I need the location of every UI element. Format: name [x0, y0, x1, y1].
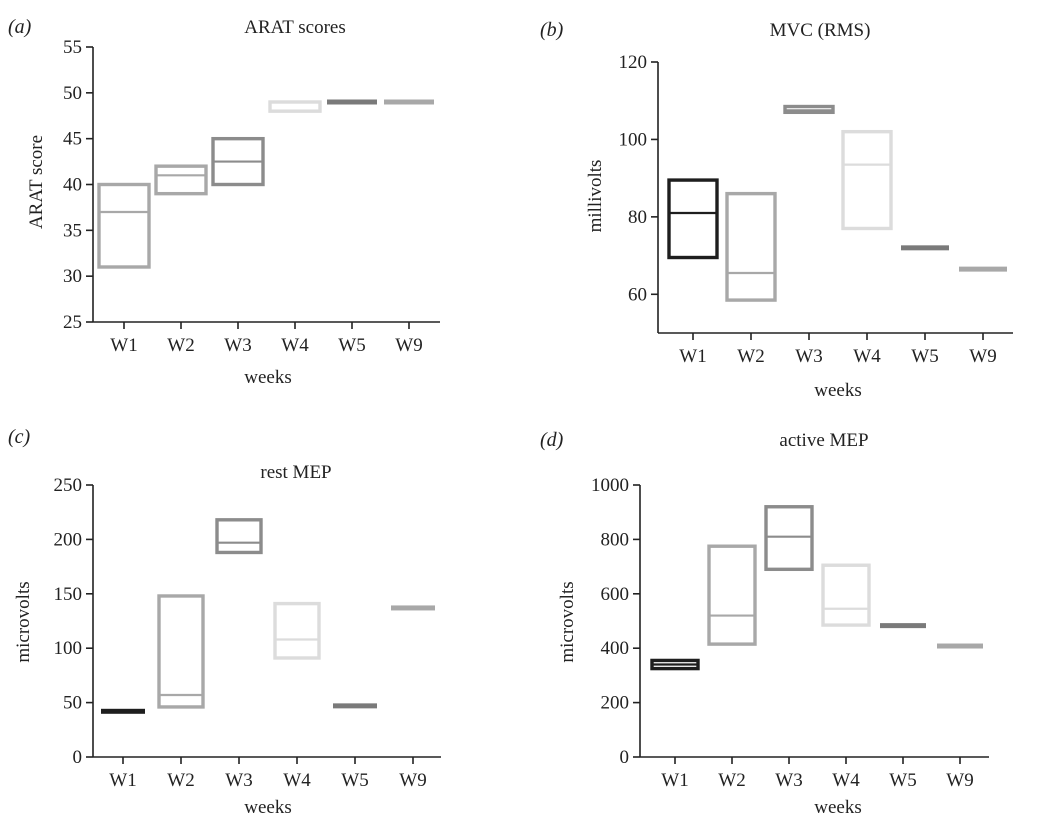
panel-d-y-axis-label: microvolts	[557, 581, 578, 662]
panel-a-y-tick-label: 25	[63, 312, 82, 333]
panel-d-y-tick-label: 600	[601, 584, 630, 605]
panel-d-x-tick-label: W9	[946, 770, 973, 791]
panel-b-x-tick-label: W5	[911, 346, 938, 367]
panel-d-x-tick-label: W5	[889, 770, 916, 791]
panel-b-y-tick-label: 100	[619, 129, 648, 150]
panel-b-box-w5	[901, 245, 949, 251]
panel-d-box-w9	[937, 643, 983, 649]
panel-a-box-w2	[154, 164, 208, 196]
panel-a-x-tick-label: W1	[110, 335, 137, 356]
panel-d-x-tick-label: W2	[718, 770, 745, 791]
panel-c-y-tick-label: 200	[54, 529, 83, 550]
panel-d-box-w5	[880, 623, 926, 629]
panel-a-x-tick-label: W3	[224, 335, 251, 356]
panel-a-x-tick-label: W2	[167, 335, 194, 356]
panel-a-box-w4	[268, 100, 322, 113]
panel-c-x-axis-label: weeks	[244, 797, 291, 817]
panel-a-y-axis-label: ARAT score	[26, 135, 47, 229]
panel-c-box-w2	[157, 594, 205, 709]
panel-a-box-w5	[327, 99, 377, 105]
panel-c-x-tick-label: W5	[341, 770, 368, 791]
panel-a-y-tick-label: 40	[63, 175, 82, 196]
panel-d-y-tick-label: 0	[620, 747, 630, 768]
panel-c-x-tick-label: W1	[109, 770, 136, 791]
panel-b-x-tick-label: W3	[795, 346, 822, 367]
panel-a-title: ARAT scores	[244, 17, 346, 38]
panel-a-plot-area: 25 30 35 40 45 50 55 W1 W2 W3 W4 W5 W9	[63, 37, 440, 356]
panel-a-y-tick-label: 30	[63, 266, 82, 287]
panel-a-y-tick-label: 45	[63, 129, 82, 150]
panel-d-x-tick-label: W4	[832, 770, 860, 791]
panel-c-y-tick-label: 250	[54, 475, 83, 496]
panel-b-y-tick-label: 120	[619, 52, 648, 73]
panel-d-box-w4	[821, 563, 871, 627]
panel-c-x-tick-label: W3	[225, 770, 252, 791]
panel-d-x-tick-label: W1	[661, 770, 688, 791]
panel-d-box-w3	[764, 505, 814, 572]
panel-a-y-tick-label: 35	[63, 220, 82, 241]
panel-c: (c) rest MEP microvolts weeks 0 50 100 150 2…	[8, 426, 441, 817]
panel-d-plot-area: 0 200 400 600 800 1000 W1 W2 W3 W4 W5 W9	[591, 475, 989, 791]
panel-d-title: active MEP	[779, 430, 868, 451]
panel-b-plot-area: 60 80 100 120 W1 W2 W3 W4 W5 W9	[619, 52, 1013, 367]
panel-d-box-w2	[707, 544, 757, 646]
panel-b-box-w4	[841, 129, 893, 231]
panel-d-y-tick-label: 800	[601, 529, 630, 550]
panel-b-y-tick-label: 60	[628, 284, 647, 305]
panel-b-x-tick-label: W2	[737, 346, 764, 367]
panel-b-x-tick-label: W4	[853, 346, 881, 367]
panel-b-box-w9	[959, 266, 1007, 272]
panel-a-x-tick-label: W4	[281, 335, 309, 356]
panel-a-x-tick-label: W5	[338, 335, 365, 356]
panel-b-title: MVC (RMS)	[770, 20, 871, 41]
panel-letter-a: (a)	[8, 16, 32, 38]
panel-letter-d: (d)	[540, 429, 564, 451]
panel-c-y-tick-label: 150	[54, 584, 83, 605]
panel-c-plot-area: 0 50 100 150 200 250 W1 W2 W3 W4 W5 W9	[54, 475, 441, 791]
panel-b-x-tick-label: W1	[679, 346, 706, 367]
panel-c-x-tick-label: W2	[167, 770, 194, 791]
panel-c-y-tick-label: 50	[63, 693, 82, 714]
panel-a-box-w9	[384, 99, 434, 105]
panel-a-y-tick-label: 50	[63, 83, 82, 104]
panel-d-y-tick-label: 400	[601, 638, 630, 659]
panel-a-y-tick-label: 55	[63, 37, 82, 58]
panel-a-x-axis-label: weeks	[244, 367, 291, 388]
panel-b-x-axis-label: weeks	[814, 380, 861, 401]
panel-a-x-tick-label: W9	[395, 335, 422, 356]
panel-d-y-tick-label: 1000	[591, 475, 629, 496]
panel-c-box-w9	[391, 605, 435, 611]
panel-d-x-axis-label: weeks	[814, 797, 861, 817]
panel-c-box-w5	[333, 703, 377, 709]
panel-d: (d) active MEP microvolts weeks 0 200 400 6…	[540, 429, 989, 817]
panel-b: (b) MVC (RMS) millivolts weeks 60 80 100 12…	[540, 19, 1013, 401]
panel-b-y-tick-label: 80	[628, 207, 647, 228]
panel-c-y-tick-label: 0	[73, 747, 83, 768]
panel-a-box-w1	[97, 182, 151, 269]
panel-c-box-w4	[273, 601, 321, 660]
panel-letter-b: (b)	[540, 19, 564, 41]
panel-b-x-tick-label: W9	[969, 346, 996, 367]
panel-c-title: rest MEP	[260, 462, 331, 483]
panel-c-x-tick-label: W9	[399, 770, 426, 791]
panel-c-x-tick-label: W4	[283, 770, 311, 791]
panel-a: (a) ARAT scores ARAT score weeks 25 30 35 4…	[8, 16, 440, 388]
panel-c-y-tick-label: 100	[54, 638, 83, 659]
panel-d-y-tick-label: 200	[601, 693, 630, 714]
panel-d-x-tick-label: W3	[775, 770, 802, 791]
panel-c-y-axis-label: microvolts	[13, 581, 34, 662]
panel-letter-c: (c)	[8, 426, 31, 448]
panel-b-box-w1	[667, 178, 719, 260]
panel-b-y-axis-label: millivolts	[585, 160, 606, 233]
panel-c-box-w3	[215, 518, 263, 555]
panel-c-box-w1	[101, 708, 145, 714]
panel-b-box-w2	[725, 191, 777, 302]
